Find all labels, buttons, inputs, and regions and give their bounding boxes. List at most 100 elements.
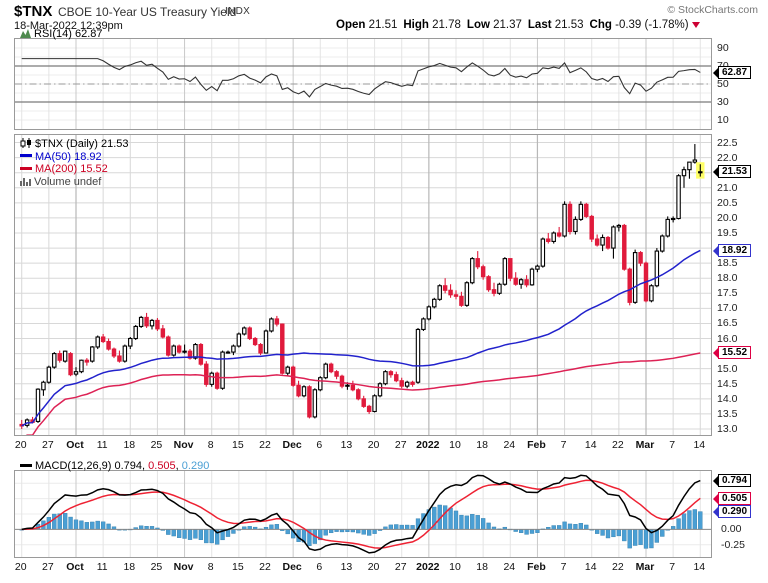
price-legend-title: $TNX (Daily) 21.53 xyxy=(35,138,129,150)
x-axis-tick: 18 xyxy=(123,439,136,451)
price-legend: $TNX (Daily) 21.53 MA(50) 18.92 MA(200) … xyxy=(20,138,129,188)
rsi-y-tick: 90 xyxy=(717,42,729,54)
x-axis-tick: 18 xyxy=(476,561,488,573)
macd-color-swatch xyxy=(20,463,32,467)
price-y-tick: 15.0 xyxy=(717,362,738,375)
x-axis-tick: 18 xyxy=(476,439,488,451)
down-arrow-icon xyxy=(691,21,700,28)
x-axis-tick: 20 xyxy=(14,439,27,451)
ma200-legend-row: MA(200) 15.52 xyxy=(20,163,129,176)
x-axis-tick: 14 xyxy=(584,561,597,573)
macd-y-tick: 0.00 xyxy=(721,523,742,536)
chg-value: -0.39 (-1.78%) xyxy=(615,19,689,31)
x-axis-tick: 27 xyxy=(394,439,407,451)
rsi-indicator-icon xyxy=(20,29,31,38)
x-axis-top: 20 27 Oct 11 18 25 Nov 8 15 22 Dec 6 13 20 27 2022 10 18 2… xyxy=(14,439,712,455)
price-y-tick: 13.5 xyxy=(717,407,738,420)
x-axis-tick: 14 xyxy=(693,439,706,451)
macd-signal-value: 0.505 xyxy=(148,460,176,472)
x-axis-tick: 10 xyxy=(449,561,461,573)
price-y-tick: 17.0 xyxy=(717,302,738,315)
x-axis-bottom: 20 27 Oct 11 18 25 Nov 8 15 22 Dec 6 13 20 27 2022 10 18 2… xyxy=(14,561,712,577)
x-axis-tick: Feb xyxy=(527,439,546,451)
x-axis-tick: 15 xyxy=(232,561,244,573)
x-axis-tick: Oct xyxy=(66,561,84,573)
price-y-tick: 21.0 xyxy=(717,181,738,194)
x-axis-tick: 6 xyxy=(316,561,323,573)
x-axis-tick: 27 xyxy=(42,439,54,451)
x-axis-tick: 11 xyxy=(96,561,108,573)
quote-bar: Open 21.51 High 21.78 Low 21.37 Last 21.53 C… xyxy=(336,19,700,31)
price-panel-plot[interactable] xyxy=(14,134,712,436)
price-y-tick: 18.5 xyxy=(717,257,738,270)
x-axis-tick: Mar xyxy=(635,561,655,573)
macd-legend: MACD(12,26,9) 0.794, 0.505, 0.290 xyxy=(20,460,209,473)
x-axis-tick: 13 xyxy=(340,561,353,573)
macd-y-tick: -0.25 xyxy=(721,538,745,551)
price-y-tick: 16.5 xyxy=(717,317,738,330)
x-axis-tick: 7 xyxy=(669,561,676,573)
price-y-tick: 19.5 xyxy=(717,226,738,239)
price-y-tick: 14.0 xyxy=(717,392,738,405)
price-y-tick: 20.0 xyxy=(717,211,738,224)
rsi-legend: RSI(14) 62.87 xyxy=(20,28,102,41)
macd-value-callout: 0.794 xyxy=(713,474,752,488)
rsi-value-callout: 62.87 xyxy=(713,65,752,79)
x-axis-tick: Dec xyxy=(282,561,302,573)
price-y-tick: 22.5 xyxy=(717,136,738,149)
ma50-color-swatch xyxy=(20,154,32,158)
symbol-ticker: $TNX xyxy=(14,3,53,20)
macd-hist-value: 0.290 xyxy=(181,460,210,472)
symbol-description: CBOE 10-Year US Treasury Yield xyxy=(58,5,237,19)
x-axis-tick: 22 xyxy=(259,561,271,573)
chart-header: $TNX CBOE 10-Year US Treasury Yield INDX… xyxy=(0,0,768,32)
volume-bars-icon xyxy=(20,177,31,186)
x-axis-tick: 7 xyxy=(669,439,676,451)
symbol-type: INDX xyxy=(225,6,251,17)
ma50-legend-text: MA(50) 18.92 xyxy=(35,150,102,163)
rsi-panel-plot[interactable] xyxy=(14,38,712,130)
volume-legend-text: Volume undef xyxy=(34,175,102,188)
x-axis-tick: 22 xyxy=(612,561,624,573)
quote-timestamp: 18-Mar-2022 12:39pm xyxy=(14,20,123,32)
price-y-tick: 14.5 xyxy=(717,377,738,390)
x-axis-tick: Mar xyxy=(635,439,655,451)
x-axis-tick: 7 xyxy=(560,561,567,573)
x-axis-tick: 24 xyxy=(503,561,516,573)
macd-legend-value: 0.794 xyxy=(114,460,143,472)
x-axis-tick: Nov xyxy=(173,439,194,451)
x-axis-tick: 2022 xyxy=(416,561,440,573)
price-y-tick: 22.0 xyxy=(717,151,738,164)
x-axis-tick: 22 xyxy=(259,439,271,451)
x-axis-tick: Oct xyxy=(66,439,84,451)
x-axis-tick: 13 xyxy=(340,439,353,451)
macd-signal-callout: 0.505 xyxy=(713,491,752,505)
macd-panel-plot[interactable] xyxy=(14,470,712,558)
x-axis-tick: 15 xyxy=(232,439,244,451)
candlestick-icon xyxy=(20,138,32,148)
rsi-y-tick: 10 xyxy=(717,114,729,126)
x-axis-tick: 18 xyxy=(123,561,136,573)
ma200-color-swatch xyxy=(20,166,32,170)
x-axis-tick: 2022 xyxy=(416,439,440,451)
x-axis-tick: 20 xyxy=(367,561,380,573)
x-axis-tick: 8 xyxy=(207,561,214,573)
price-y-tick: 20.5 xyxy=(717,196,738,209)
ma200-callout: 15.52 xyxy=(713,346,752,360)
x-axis-tick: 20 xyxy=(14,561,27,573)
x-axis-tick: 24 xyxy=(503,439,516,451)
low-label: Low xyxy=(466,19,490,31)
rsi-y-tick: 30 xyxy=(717,96,729,108)
macd-histogram-callout: 0.290 xyxy=(713,505,752,519)
chg-label: Chg xyxy=(589,19,612,31)
x-axis-tick: 8 xyxy=(207,439,214,451)
x-axis-tick: Dec xyxy=(282,439,302,451)
x-axis-tick: Feb xyxy=(527,561,546,573)
open-label: Open xyxy=(336,19,366,31)
x-axis-tick: 10 xyxy=(449,439,461,451)
ma200-legend-text: MA(200) 15.52 xyxy=(35,163,108,175)
x-axis-tick: 7 xyxy=(560,439,567,451)
ma50-legend-row: MA(50) 18.92 xyxy=(20,151,129,164)
high-value: 21.78 xyxy=(432,19,461,31)
